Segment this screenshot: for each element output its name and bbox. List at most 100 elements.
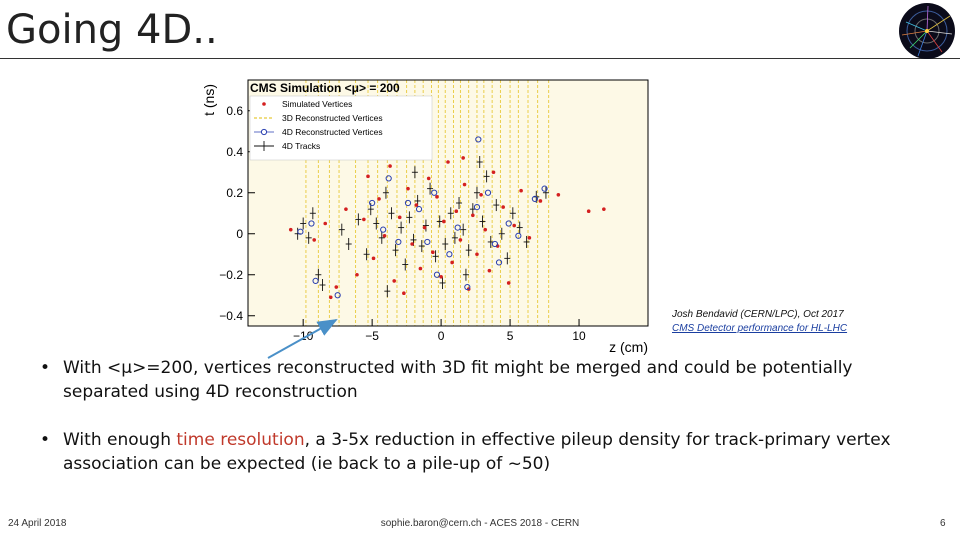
vertex-4d-point [495,259,503,266]
bullet-1-text: With <μ>=200, vertices reconstructed wit… [63,358,853,402]
simulated-vertex-point [388,164,392,168]
vertex-4d-point [491,240,498,248]
vertex-4d-point [454,224,461,231]
simulated-vertex-point [538,199,543,203]
simulated-vertex-point [426,176,431,181]
chart-svg: −10 −5 0 5 10 −0.4 −0.2 0 0.2 0.4 0.6 z (cm) t (ns) C… [201,79,649,355]
vertex-4d-point [380,226,387,233]
plot-frame [247,79,649,327]
footer-page-number: 6 [940,518,946,529]
simulated-vertex-point [355,272,359,277]
simulated-vertex-point [602,207,606,211]
simulated-vertex-point [397,215,402,220]
bullet-2-pre: With enough [63,430,177,450]
credit-link[interactable]: CMS Detector performance for HL-LHC [672,323,848,334]
simulated-vertex-point [461,156,465,160]
vertex-4d-point [395,238,402,246]
simulated-vertex-point [422,225,427,230]
simulated-vertex-point [487,268,492,273]
simulated-vertex-point [556,193,561,197]
simulated-vertex-point [586,209,591,213]
credit-author: Josh Bendavid (CERN/LPC), Oct 2017 [672,309,844,320]
x-tick-label: −10 [293,329,314,343]
bullet-2-highlight: time resolution [176,430,305,450]
simulated-vertex-point [527,236,532,240]
simulated-vertex-point [312,238,317,242]
vertex-4d-point [531,195,538,203]
vertex-4d-point [369,199,376,207]
vertex-4d-point [515,232,522,239]
simulated-vertex-point [475,252,479,257]
x-tick-label: 0 [438,329,445,343]
vertex-4d-point [312,277,319,284]
y-tick-label: 0.4 [226,145,243,159]
simulated-vertex-point [288,227,293,232]
simulated-vertex-point [512,223,517,228]
legend-label: 4D Reconstructed Vertices [282,127,383,137]
vertex-4d-point [505,220,512,227]
simulated-vertex-point [328,295,333,300]
simulated-vertex-point [344,207,348,211]
bullet-dot: • [40,358,51,378]
simulated-vertex-point [483,227,488,232]
legend-label: Simulated Vertices [282,99,352,109]
y-tick-label: 0 [236,227,243,241]
legend-label: 3D Reconstructed Vertices [282,113,383,123]
simulated-vertex-point [323,221,328,226]
simulated-vertex-point [334,285,339,289]
vertex-4d-point [431,189,438,196]
vertex-4d-point [484,189,492,196]
x-tick-label: −5 [365,329,379,343]
slide-title: Going 4D.. [6,7,218,53]
simulated-vertex-point [479,193,483,197]
y-tick-label: −0.4 [219,309,243,323]
simulated-vertex-point [410,242,414,246]
vertex-4d-point [297,228,304,235]
vertex-4d-point [464,283,471,291]
simulated-vertex-point [371,256,376,261]
simulated-vertex-point [414,203,419,207]
simulated-vertex-point [366,174,370,179]
plot-credit: Josh Bendavid (CERN/LPC), Oct 2017 CMS D… [672,308,847,336]
simulated-vertex-point [439,275,443,279]
bullet-2-text: With enough time resolution, a 3-5x redu… [63,428,913,476]
legend-marker [262,102,266,106]
y-tick-label: −0.2 [219,268,243,282]
simulated-vertex-point [491,170,496,175]
vertex-4d-point [475,136,482,143]
bullet-2-post: , a 3-5x reduction in effective pileup d… [63,430,891,474]
vertex-4d-point [308,220,315,227]
x-tick-label: 5 [507,329,514,343]
simulated-vertex-point [506,281,511,285]
legend-marker [260,128,268,136]
chart-title: CMS Simulation <μ> = 200 [250,81,400,95]
simulated-vertex-point [471,213,475,218]
vertex-4d-point [446,251,453,258]
simulated-vertex-point [519,188,523,193]
cms-event-display-logo [899,3,955,59]
vertex-4d-point [473,204,481,211]
simulated-vertex-point [362,217,366,222]
vertex-4d-point [424,238,431,246]
cms-simulation-plot: −10 −5 0 5 10 −0.4 −0.2 0 0.2 0.4 0.6 z (cm) t (ns) C… [200,74,660,356]
simulated-vertex-point [418,266,423,271]
footer-date: 24 April 2018 [8,518,67,529]
x-axis-label: z (cm) [609,339,648,355]
simulated-vertex-point [495,244,500,248]
simulated-vertex-point [454,209,459,213]
simulated-vertex-point [377,197,381,201]
vertex-4d-point [415,206,423,213]
y-axis-label: t (ns) [201,84,217,116]
vertex-4d-point [541,185,548,192]
simulated-vertex-point [458,238,463,242]
simulated-vertex-point [462,182,467,187]
legend-box [249,95,433,161]
legend-label: 4D Tracks [282,141,320,151]
title-divider [0,58,960,59]
simulated-vertex-point [406,186,410,191]
simulated-vertex-point [392,279,397,283]
y-tick-label: 0.6 [226,104,243,118]
simulated-vertex-point [431,250,435,254]
vertex-4d-point [433,271,441,278]
simulated-vertex-point [442,219,446,224]
